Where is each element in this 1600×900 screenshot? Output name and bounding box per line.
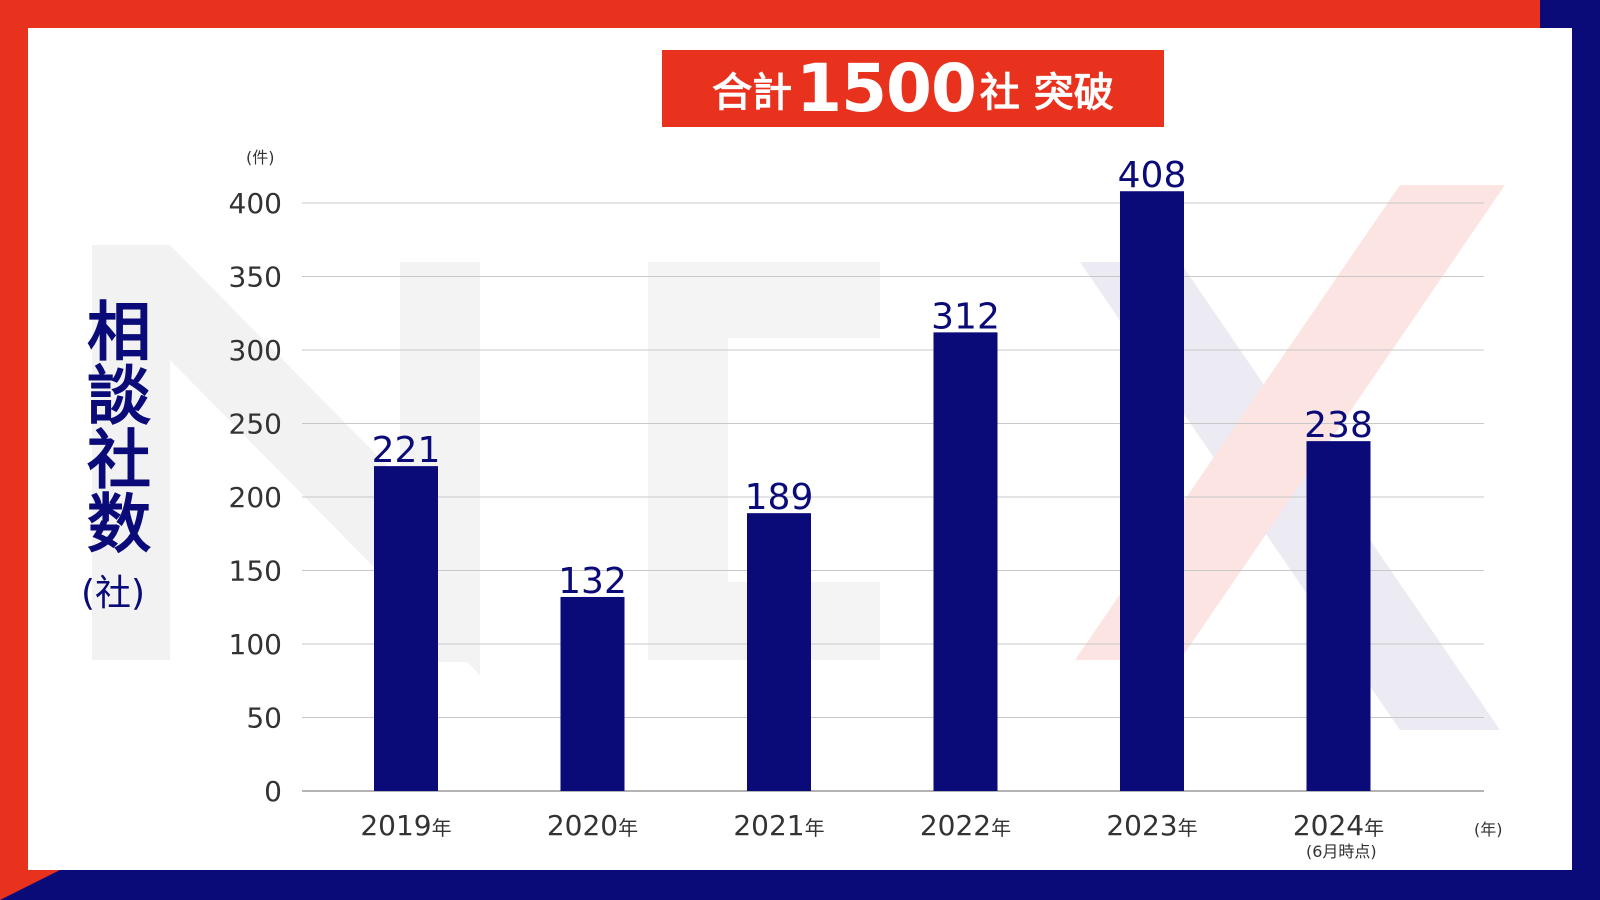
data-label: 312 <box>931 296 1000 337</box>
y-tick-label: 50 <box>246 702 282 735</box>
banner-number: 1500 <box>796 50 977 127</box>
banner-suffix: 社 突破 <box>979 69 1114 116</box>
x-tick-label: 2021年 <box>733 809 824 842</box>
x-tick-label: 2020年 <box>547 809 638 842</box>
data-label: 408 <box>1118 155 1187 196</box>
data-label: 238 <box>1304 405 1373 446</box>
bar <box>1306 441 1371 791</box>
y-axis-unit: (社) <box>80 573 146 614</box>
note-2024: (6月時点) <box>1306 842 1377 861</box>
y-tick-label: 150 <box>229 555 282 588</box>
y-axis-label: 相談社数 (社) <box>76 298 150 617</box>
banner-prefix: 合計 <box>712 69 793 116</box>
x-tick-label: 2019年 <box>360 809 451 842</box>
y-tick-label: 200 <box>229 481 282 514</box>
bar <box>374 466 438 791</box>
bar <box>560 596 625 791</box>
y-tick-label: 300 <box>229 334 282 367</box>
y-tick-label: 250 <box>229 408 282 441</box>
y-tick-label: 350 <box>229 261 282 294</box>
x-tick-label: 2023年 <box>1106 809 1197 842</box>
x-unit: (年) <box>1474 820 1503 839</box>
x-tick-label: 2022年 <box>920 809 1011 842</box>
y-tick-label: 400 <box>229 187 282 220</box>
total-banner: 合計 1500 社 突破 <box>662 50 1164 127</box>
bar <box>747 513 811 791</box>
y-tick-label: 0 <box>264 775 282 808</box>
data-label: 221 <box>372 430 441 471</box>
y-axis-title: 相談社数 <box>76 298 150 554</box>
x-tick-label: 2024年 <box>1293 809 1384 842</box>
y-tick-label: 100 <box>229 628 282 661</box>
bar <box>1120 191 1184 792</box>
bar <box>933 332 998 791</box>
data-label: 132 <box>558 561 627 602</box>
data-label: 189 <box>745 477 814 518</box>
y-unit-top: (件) <box>246 148 275 167</box>
